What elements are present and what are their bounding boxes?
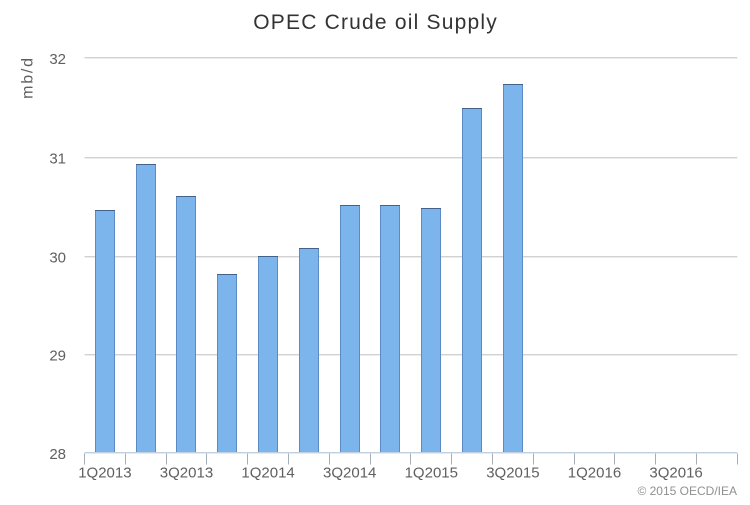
svg-text:1Q2015: 1Q2015 (405, 465, 458, 482)
svg-text:© 2015 OECD/IEA: © 2015 OECD/IEA (637, 484, 737, 498)
svg-text:OPEC Crude oil Supply: OPEC Crude oil Supply (253, 11, 498, 34)
svg-text:1Q2014: 1Q2014 (241, 465, 294, 482)
svg-text:29: 29 (49, 348, 66, 365)
svg-text:1Q2016: 1Q2016 (568, 465, 621, 482)
svg-text:32: 32 (49, 51, 66, 68)
svg-text:30: 30 (49, 250, 66, 267)
svg-text:3Q2013: 3Q2013 (160, 465, 213, 482)
svg-text:mb/d: mb/d (20, 56, 37, 99)
svg-text:3Q2014: 3Q2014 (323, 465, 376, 482)
svg-text:3Q2016: 3Q2016 (649, 465, 702, 482)
svg-text:3Q2015: 3Q2015 (486, 465, 539, 482)
svg-text:28: 28 (49, 446, 66, 463)
svg-text:1Q2013: 1Q2013 (78, 465, 131, 482)
svg-text:31: 31 (49, 151, 66, 168)
